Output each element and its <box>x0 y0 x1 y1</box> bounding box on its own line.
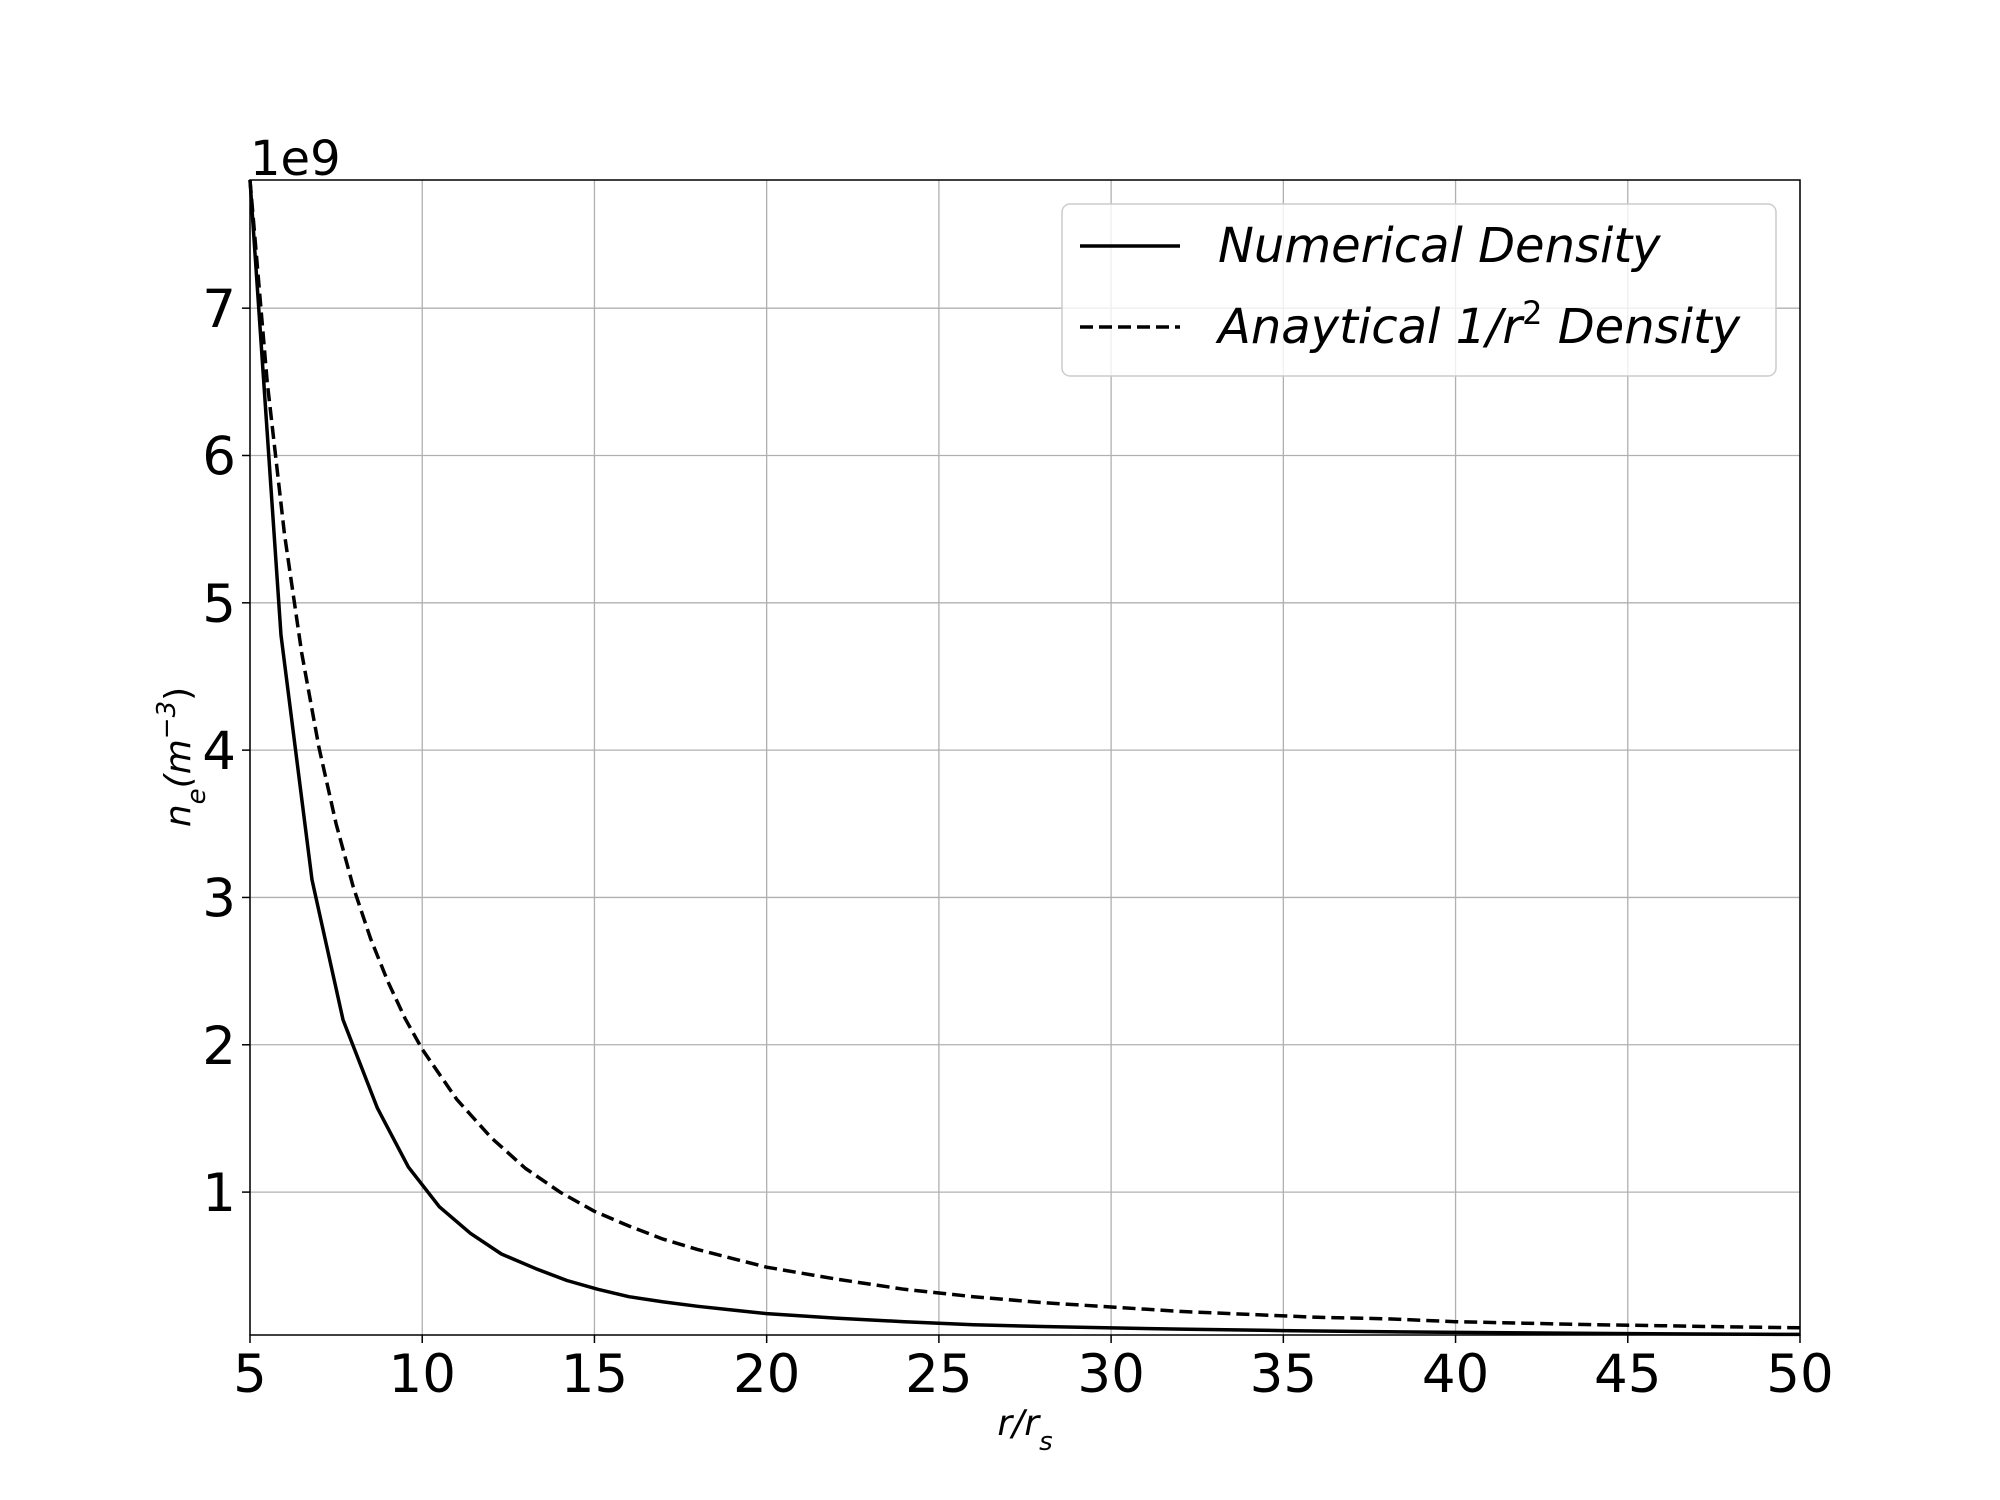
x-tick-label: 35 <box>1250 1344 1317 1405</box>
legend-label-analytical: Anaytical 1/r2 Density <box>1215 294 1741 355</box>
x-tick-label: 5 <box>233 1344 267 1405</box>
x-tick-label: 15 <box>561 1344 628 1405</box>
series-line-numerical <box>248 179 1801 1337</box>
x-tick-label: 20 <box>733 1344 800 1405</box>
y-tick-label: 5 <box>202 574 236 635</box>
x-tick-label: 40 <box>1422 1344 1489 1405</box>
plot-frame <box>249 179 1801 1336</box>
y-tick-label: 1 <box>202 1163 236 1224</box>
y-tick-label: 2 <box>202 1016 236 1077</box>
x-tick-label: 10 <box>388 1344 455 1405</box>
legend: Numerical Density Anaytical 1/r2 Density <box>1061 203 1777 377</box>
x-tick-label: 45 <box>1594 1344 1661 1405</box>
y-offset-label: 1e9 <box>250 131 341 187</box>
x-axis-label: r/rs <box>997 1403 1052 1457</box>
series-line-analytical <box>248 179 1801 1330</box>
y-tick-label: 3 <box>202 868 236 929</box>
x-tick-label: 25 <box>905 1344 972 1405</box>
series-group <box>248 179 1801 1337</box>
x-tick-label: 50 <box>1766 1344 1833 1405</box>
legend-box <box>1061 203 1777 377</box>
y-tick-label: 7 <box>202 279 236 340</box>
legend-label-numerical: Numerical Density <box>1218 218 1661 274</box>
y-tick-label: 4 <box>202 721 236 782</box>
y-tick-label: 6 <box>202 426 236 487</box>
x-tick-label: 30 <box>1077 1344 1144 1405</box>
